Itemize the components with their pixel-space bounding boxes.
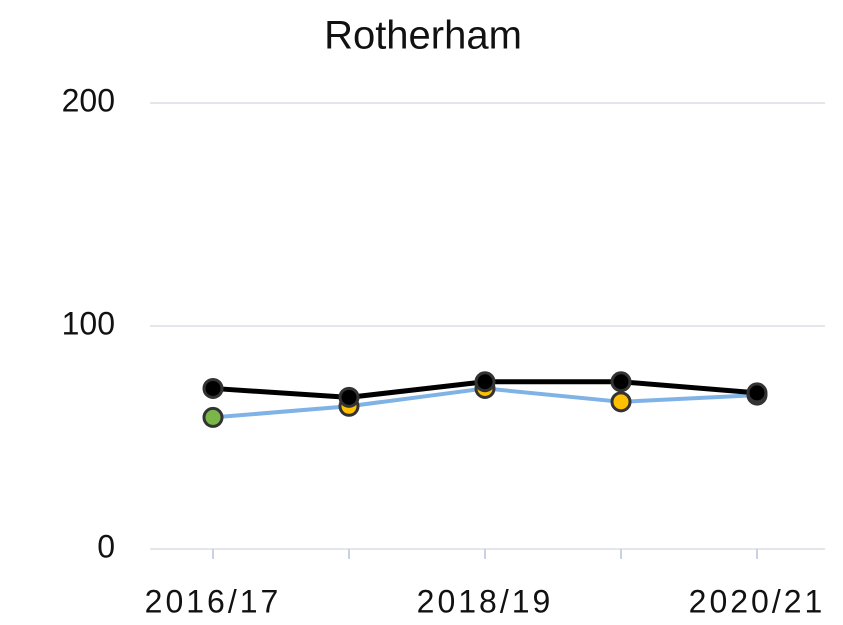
data-point [474,371,496,393]
y-tick-label: 0 [97,528,115,564]
data-point [610,371,632,393]
data-point [610,391,632,413]
x-tick-label: 2016/17 [145,583,282,619]
x-tick-label: 2020/21 [689,583,826,619]
chart-title: Rotherham [324,14,522,58]
data-point [338,386,360,408]
y-tick-label: 200 [62,82,115,118]
data-point [202,377,224,399]
data-point [202,406,224,428]
x-tick-label: 2018/19 [417,583,554,619]
y-tick-label: 100 [62,305,115,341]
data-point [746,382,768,404]
